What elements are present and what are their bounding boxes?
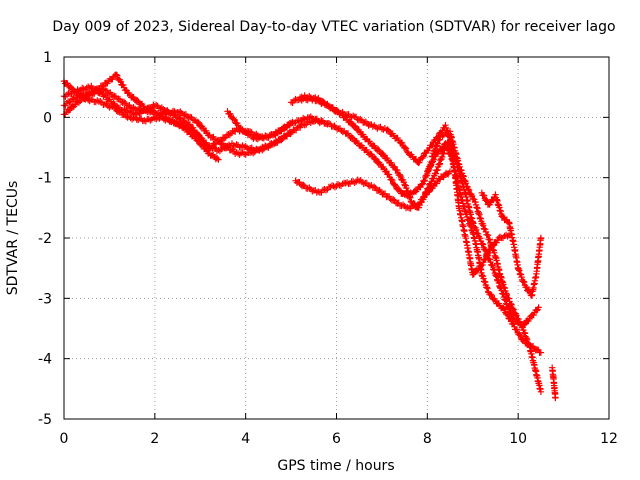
y-tick-label: -1 — [38, 171, 52, 187]
grid — [64, 57, 609, 419]
data-marks — [549, 364, 559, 402]
x-tick-label: 4 — [241, 431, 250, 447]
y-tick-label: -4 — [38, 352, 52, 368]
y-axis-label: SDTVAR / TECUs — [5, 181, 21, 296]
data-marks — [428, 128, 545, 395]
series-track-12 — [478, 189, 545, 299]
series-track-13 — [549, 364, 559, 402]
data-marks — [224, 108, 436, 200]
data-marks — [478, 189, 545, 299]
x-tick-label: 8 — [423, 431, 432, 447]
x-tick-label: 12 — [600, 431, 618, 447]
series-track-7 — [292, 168, 454, 212]
axis-ticks: 0 2 4 6 8 10 12 -5 -4 -3 -2 -1 0 1 — [38, 50, 618, 447]
y-tick-label: -2 — [38, 231, 52, 247]
x-tick-label: 0 — [60, 431, 69, 447]
data-marks — [292, 168, 454, 212]
y-tick-label: 0 — [43, 110, 52, 126]
series-track-11 — [428, 128, 545, 395]
y-tick-label: 1 — [43, 50, 52, 66]
data-layer — [60, 71, 559, 402]
x-tick-label: 6 — [332, 431, 341, 447]
x-tick-label: 2 — [150, 431, 159, 447]
y-tick-label: -5 — [38, 412, 52, 428]
chart-title: Day 009 of 2023, Sidereal Day-to-day VTE… — [52, 19, 615, 35]
y-tick-label: -3 — [38, 291, 52, 307]
x-axis-label: GPS time / hours — [277, 458, 394, 474]
x-tick-label: 10 — [509, 431, 527, 447]
series-track-5 — [224, 108, 436, 200]
